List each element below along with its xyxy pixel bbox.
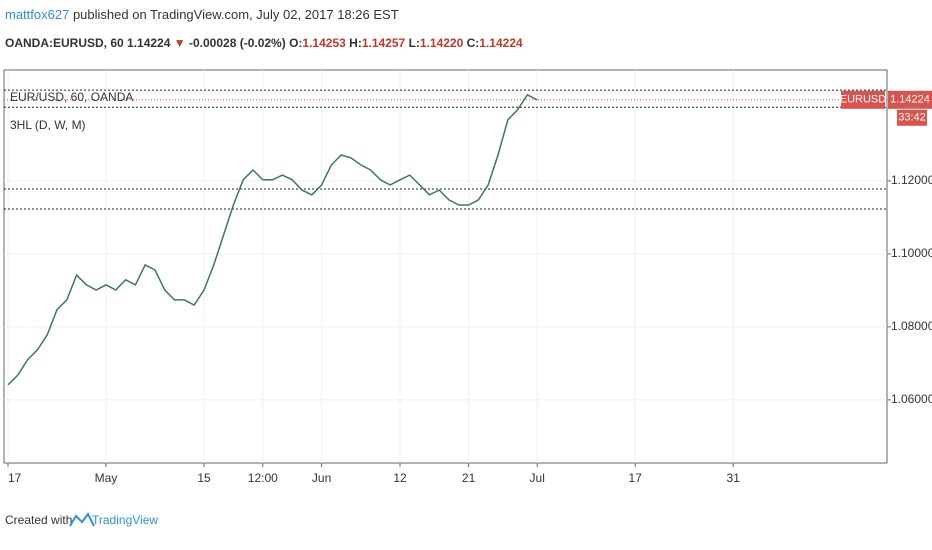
ohlc-value: 1.14224 [479,36,523,50]
ohlc-value: 1.14257 [362,36,406,50]
price-label-bg [888,90,932,109]
y-tick-label: 1.06000 [891,392,932,406]
ohlc-label: C: [467,36,480,50]
ohlc-label: H: [349,36,362,50]
x-tick-label: 12:00 [248,471,278,485]
change: -0.00028 (-0.02%) [189,36,286,50]
ohlc-label: O: [289,36,302,50]
x-tick-label: 17 [629,471,643,485]
ohlc-value: 1.14253 [302,36,346,50]
x-tick-label: May [95,471,118,485]
symbol: OANDA:EURUSD, 60 [5,36,124,50]
x-tick-label: Jul [530,471,545,485]
countdown: 33:42 [898,112,926,124]
x-tick-label: 21 [462,471,476,485]
price-label: 1.14224 [890,94,930,106]
footer-brand[interactable]: TradingView [92,513,158,527]
plot-frame [3,69,888,464]
price: 1.14224 [127,36,171,50]
symbol-line: OANDA:EURUSD, 60 1.14224 ▼ -0.00028 (-0.… [5,36,523,50]
countdown-bg [897,109,927,126]
y-tick-label: 1.08000 [891,319,932,333]
ohlc-label: L: [409,36,420,50]
price-line [7,93,538,386]
footer-text: Created with [5,513,72,527]
x-tick-label: 31 [727,471,741,485]
author[interactable]: mattfox627 [5,7,69,22]
y-tick-label: 1.12000 [891,173,932,187]
x-tick-label: 15 [197,471,211,485]
published: published on TradingView.com, July 02, 2… [73,7,399,22]
arrow: ▼ [174,36,186,50]
y-tick-label: 1.10000 [891,246,932,260]
last-price-tag [841,90,885,109]
x-tick-label: Jun [312,471,331,485]
plot: EURUSD [4,70,891,467]
legend-item: EUR/USD, 60, OANDA [10,90,133,104]
x-tick-label: 12 [393,471,407,485]
ohlc-value: 1.14220 [420,36,464,50]
x-tick-label: 17 [8,471,22,485]
legend-item: 3HL (D, W, M) [10,118,86,132]
header-line: mattfox627 published on TradingView.com,… [5,7,399,22]
logo[interactable] [69,512,95,527]
last-price-name: EURUSD [840,94,887,106]
